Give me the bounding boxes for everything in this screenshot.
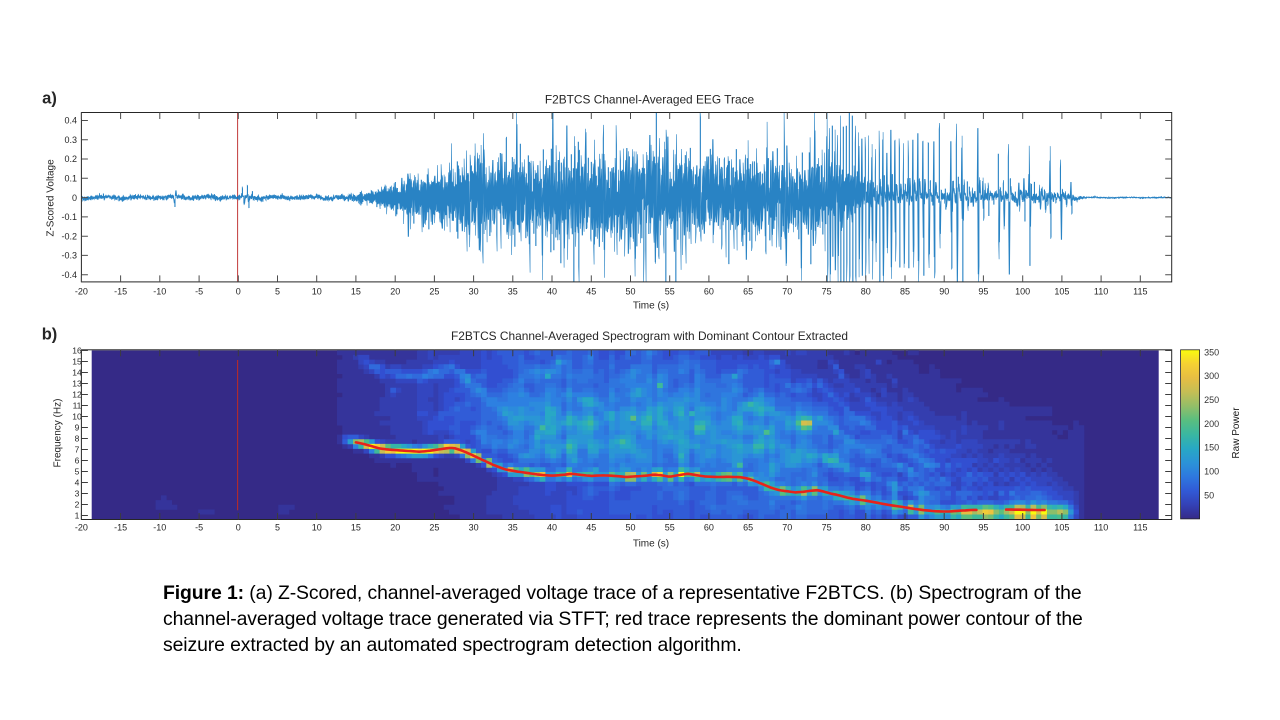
svg-text:50: 50 bbox=[625, 523, 635, 533]
svg-text:25: 25 bbox=[429, 523, 439, 533]
svg-text:15: 15 bbox=[351, 287, 361, 297]
svg-text:300: 300 bbox=[1204, 371, 1219, 381]
svg-text:-15: -15 bbox=[114, 523, 127, 533]
svg-text:-0.1: -0.1 bbox=[61, 212, 77, 222]
svg-text:-0.3: -0.3 bbox=[61, 251, 77, 261]
svg-text:0.1: 0.1 bbox=[64, 174, 77, 184]
svg-text:14: 14 bbox=[72, 368, 82, 378]
svg-text:10: 10 bbox=[312, 287, 322, 297]
svg-text:70: 70 bbox=[782, 287, 792, 297]
svg-text:Z-Scored Voltage: Z-Scored Voltage bbox=[46, 159, 57, 237]
svg-text:85: 85 bbox=[900, 523, 910, 533]
svg-text:15: 15 bbox=[351, 523, 361, 533]
svg-text:8: 8 bbox=[75, 434, 80, 444]
svg-text:7: 7 bbox=[75, 445, 80, 455]
svg-text:90: 90 bbox=[939, 287, 949, 297]
svg-text:11: 11 bbox=[73, 401, 82, 411]
svg-text:110: 110 bbox=[1094, 287, 1108, 297]
svg-text:15: 15 bbox=[72, 357, 82, 367]
svg-text:0.4: 0.4 bbox=[64, 116, 77, 126]
svg-text:2: 2 bbox=[75, 500, 80, 510]
svg-text:30: 30 bbox=[469, 523, 479, 533]
svg-text:50: 50 bbox=[625, 287, 635, 297]
svg-text:35: 35 bbox=[508, 523, 518, 533]
svg-text:115: 115 bbox=[1133, 523, 1147, 533]
svg-text:95: 95 bbox=[978, 287, 988, 297]
svg-text:13: 13 bbox=[72, 379, 82, 389]
svg-text:90: 90 bbox=[939, 523, 949, 533]
svg-text:150: 150 bbox=[1204, 443, 1219, 453]
svg-text:85: 85 bbox=[900, 287, 910, 297]
svg-text:100: 100 bbox=[1204, 467, 1219, 477]
svg-text:200: 200 bbox=[1204, 419, 1219, 429]
svg-text:Time (s): Time (s) bbox=[633, 301, 669, 312]
svg-text:5: 5 bbox=[275, 523, 280, 533]
svg-text:-0.4: -0.4 bbox=[61, 270, 77, 280]
svg-text:110: 110 bbox=[1094, 523, 1108, 533]
svg-text:45: 45 bbox=[586, 287, 596, 297]
svg-text:10: 10 bbox=[72, 412, 82, 422]
svg-text:100: 100 bbox=[1015, 287, 1030, 297]
svg-text:350: 350 bbox=[1204, 347, 1219, 357]
svg-text:9: 9 bbox=[75, 423, 80, 433]
svg-text:20: 20 bbox=[390, 523, 400, 533]
svg-text:5: 5 bbox=[75, 467, 80, 477]
svg-text:40: 40 bbox=[547, 523, 557, 533]
svg-text:115: 115 bbox=[1133, 287, 1147, 297]
svg-text:250: 250 bbox=[1204, 395, 1219, 405]
svg-text:-20: -20 bbox=[75, 523, 88, 533]
svg-text:1: 1 bbox=[75, 511, 80, 521]
svg-text:-0.2: -0.2 bbox=[61, 231, 77, 241]
svg-text:75: 75 bbox=[822, 287, 832, 297]
svg-text:0: 0 bbox=[236, 287, 241, 297]
svg-text:5: 5 bbox=[275, 287, 280, 297]
svg-text:50: 50 bbox=[1204, 490, 1214, 500]
svg-text:0.3: 0.3 bbox=[64, 135, 77, 145]
svg-text:25: 25 bbox=[429, 287, 439, 297]
svg-text:Time (s): Time (s) bbox=[633, 539, 669, 550]
svg-text:-15: -15 bbox=[114, 287, 127, 297]
svg-text:20: 20 bbox=[390, 287, 400, 297]
svg-text:80: 80 bbox=[861, 287, 871, 297]
svg-text:70: 70 bbox=[782, 523, 792, 533]
svg-text:100: 100 bbox=[1015, 523, 1030, 533]
svg-text:95: 95 bbox=[978, 523, 988, 533]
svg-text:105: 105 bbox=[1054, 287, 1069, 297]
svg-text:Raw Power: Raw Power bbox=[1231, 407, 1242, 459]
svg-text:4: 4 bbox=[75, 478, 80, 488]
svg-text:3: 3 bbox=[75, 489, 80, 499]
svg-text:6: 6 bbox=[75, 456, 80, 466]
svg-text:80: 80 bbox=[861, 523, 871, 533]
svg-text:b): b) bbox=[42, 326, 58, 344]
svg-text:16: 16 bbox=[72, 346, 82, 356]
svg-text:-5: -5 bbox=[195, 523, 203, 533]
svg-text:-20: -20 bbox=[75, 287, 88, 297]
svg-text:-5: -5 bbox=[195, 287, 203, 297]
svg-text:F2BTCS Channel-Averaged EEG Tr: F2BTCS Channel-Averaged EEG Trace bbox=[545, 93, 755, 107]
svg-text:10: 10 bbox=[312, 523, 322, 533]
svg-text:40: 40 bbox=[547, 287, 557, 297]
svg-text:Frequency (Hz): Frequency (Hz) bbox=[53, 399, 64, 468]
svg-text:-10: -10 bbox=[153, 287, 166, 297]
svg-text:60: 60 bbox=[704, 287, 714, 297]
svg-text:60: 60 bbox=[704, 523, 714, 533]
svg-text:-10: -10 bbox=[153, 523, 166, 533]
svg-text:65: 65 bbox=[743, 523, 753, 533]
svg-text:F2BTCS Channel-Averaged Spectr: F2BTCS Channel-Averaged Spectrogram with… bbox=[451, 329, 848, 343]
svg-text:55: 55 bbox=[665, 523, 675, 533]
svg-text:65: 65 bbox=[743, 287, 753, 297]
svg-text:75: 75 bbox=[822, 523, 832, 533]
svg-text:0: 0 bbox=[236, 523, 241, 533]
svg-text:12: 12 bbox=[72, 390, 82, 400]
svg-text:35: 35 bbox=[508, 287, 518, 297]
svg-text:55: 55 bbox=[665, 287, 675, 297]
svg-text:105: 105 bbox=[1054, 523, 1069, 533]
svg-text:0: 0 bbox=[72, 193, 77, 203]
svg-text:45: 45 bbox=[586, 523, 596, 533]
svg-text:0.2: 0.2 bbox=[64, 154, 77, 164]
svg-text:30: 30 bbox=[469, 287, 479, 297]
svg-text:a): a) bbox=[42, 90, 57, 108]
